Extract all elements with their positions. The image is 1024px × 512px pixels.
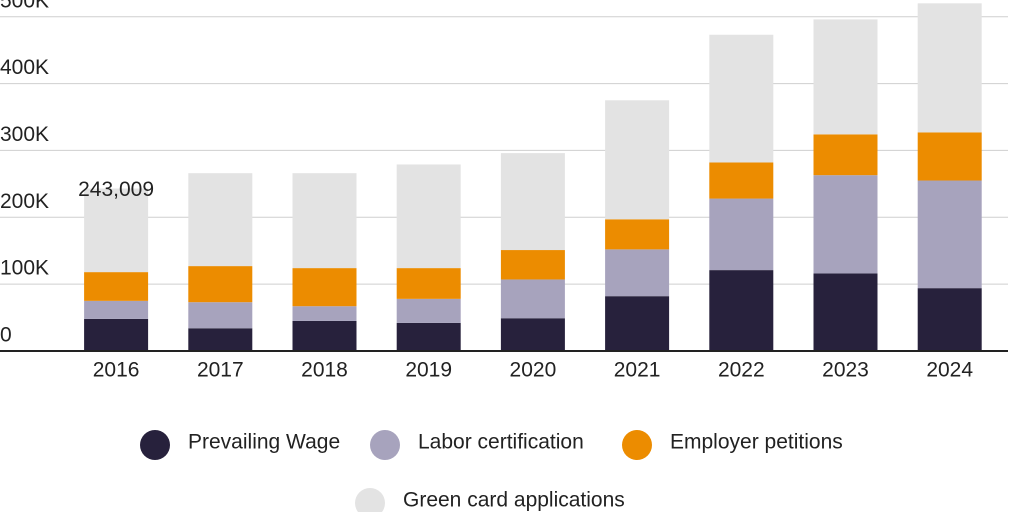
x-tick-label: 2020 xyxy=(510,359,557,382)
bar-segment xyxy=(188,266,253,303)
x-tick-label: 2019 xyxy=(405,359,452,382)
legend-marker xyxy=(370,430,400,460)
bar-segment xyxy=(917,288,982,351)
bar-segment xyxy=(396,268,461,299)
bar-segment xyxy=(84,272,149,301)
y-tick-label: 0 xyxy=(0,324,12,347)
bar-segment xyxy=(188,302,253,329)
legend-marker xyxy=(140,430,170,460)
y-tick-label: 500K xyxy=(0,0,49,12)
bar-segment xyxy=(813,134,878,176)
x-tick-label: 2023 xyxy=(822,359,869,382)
bar-segment xyxy=(917,3,982,133)
x-tick-label: 2018 xyxy=(301,359,348,382)
x-tick-label: 2022 xyxy=(718,359,765,382)
bar-segment xyxy=(605,249,670,297)
y-tick-label: 400K xyxy=(0,56,49,79)
bar-segment xyxy=(917,180,982,289)
bar-segment xyxy=(500,250,565,280)
legend-label: Labor certification xyxy=(418,431,584,454)
legend-marker xyxy=(355,488,385,512)
x-tick-label: 2021 xyxy=(614,359,661,382)
legend-label: Green card applications xyxy=(403,489,625,512)
x-tick-label: 2016 xyxy=(93,359,140,382)
bar-segment xyxy=(500,318,565,351)
bar-segment xyxy=(188,328,253,351)
bar-segment xyxy=(396,322,461,351)
bar-segment xyxy=(605,296,670,351)
legend-marker xyxy=(622,430,652,460)
bar-segment xyxy=(605,100,670,220)
bar-segment xyxy=(396,164,461,269)
bar-segment xyxy=(709,198,774,271)
bar-segment xyxy=(605,219,670,250)
bar-segment xyxy=(292,320,357,351)
x-tick-label: 2024 xyxy=(926,359,973,382)
legend-label: Employer petitions xyxy=(670,431,843,454)
bar-segment xyxy=(709,162,774,199)
bar-segment xyxy=(500,279,565,319)
bar-segment xyxy=(84,300,149,319)
bar-segment xyxy=(292,268,357,307)
bar-segment xyxy=(813,175,878,274)
bar-segment xyxy=(292,173,357,269)
bar-segment xyxy=(292,306,357,321)
y-tick-label: 100K xyxy=(0,257,49,280)
bar-segment xyxy=(188,173,253,267)
bar-segment xyxy=(500,153,565,251)
bar-segment xyxy=(396,298,461,323)
bar-segment xyxy=(813,19,878,135)
bar-segment xyxy=(709,270,774,351)
y-tick-label: 300K xyxy=(0,123,49,146)
x-tick-label: 2017 xyxy=(197,359,244,382)
bar-segment xyxy=(84,188,149,273)
y-tick-label: 200K xyxy=(0,190,49,213)
bar-segment xyxy=(917,132,982,181)
legend-label: Prevailing Wage xyxy=(188,431,340,454)
bar-segment xyxy=(813,273,878,351)
bar-segment xyxy=(709,34,774,163)
total-label: 243,009 xyxy=(78,178,154,201)
bar-segment xyxy=(84,318,149,351)
